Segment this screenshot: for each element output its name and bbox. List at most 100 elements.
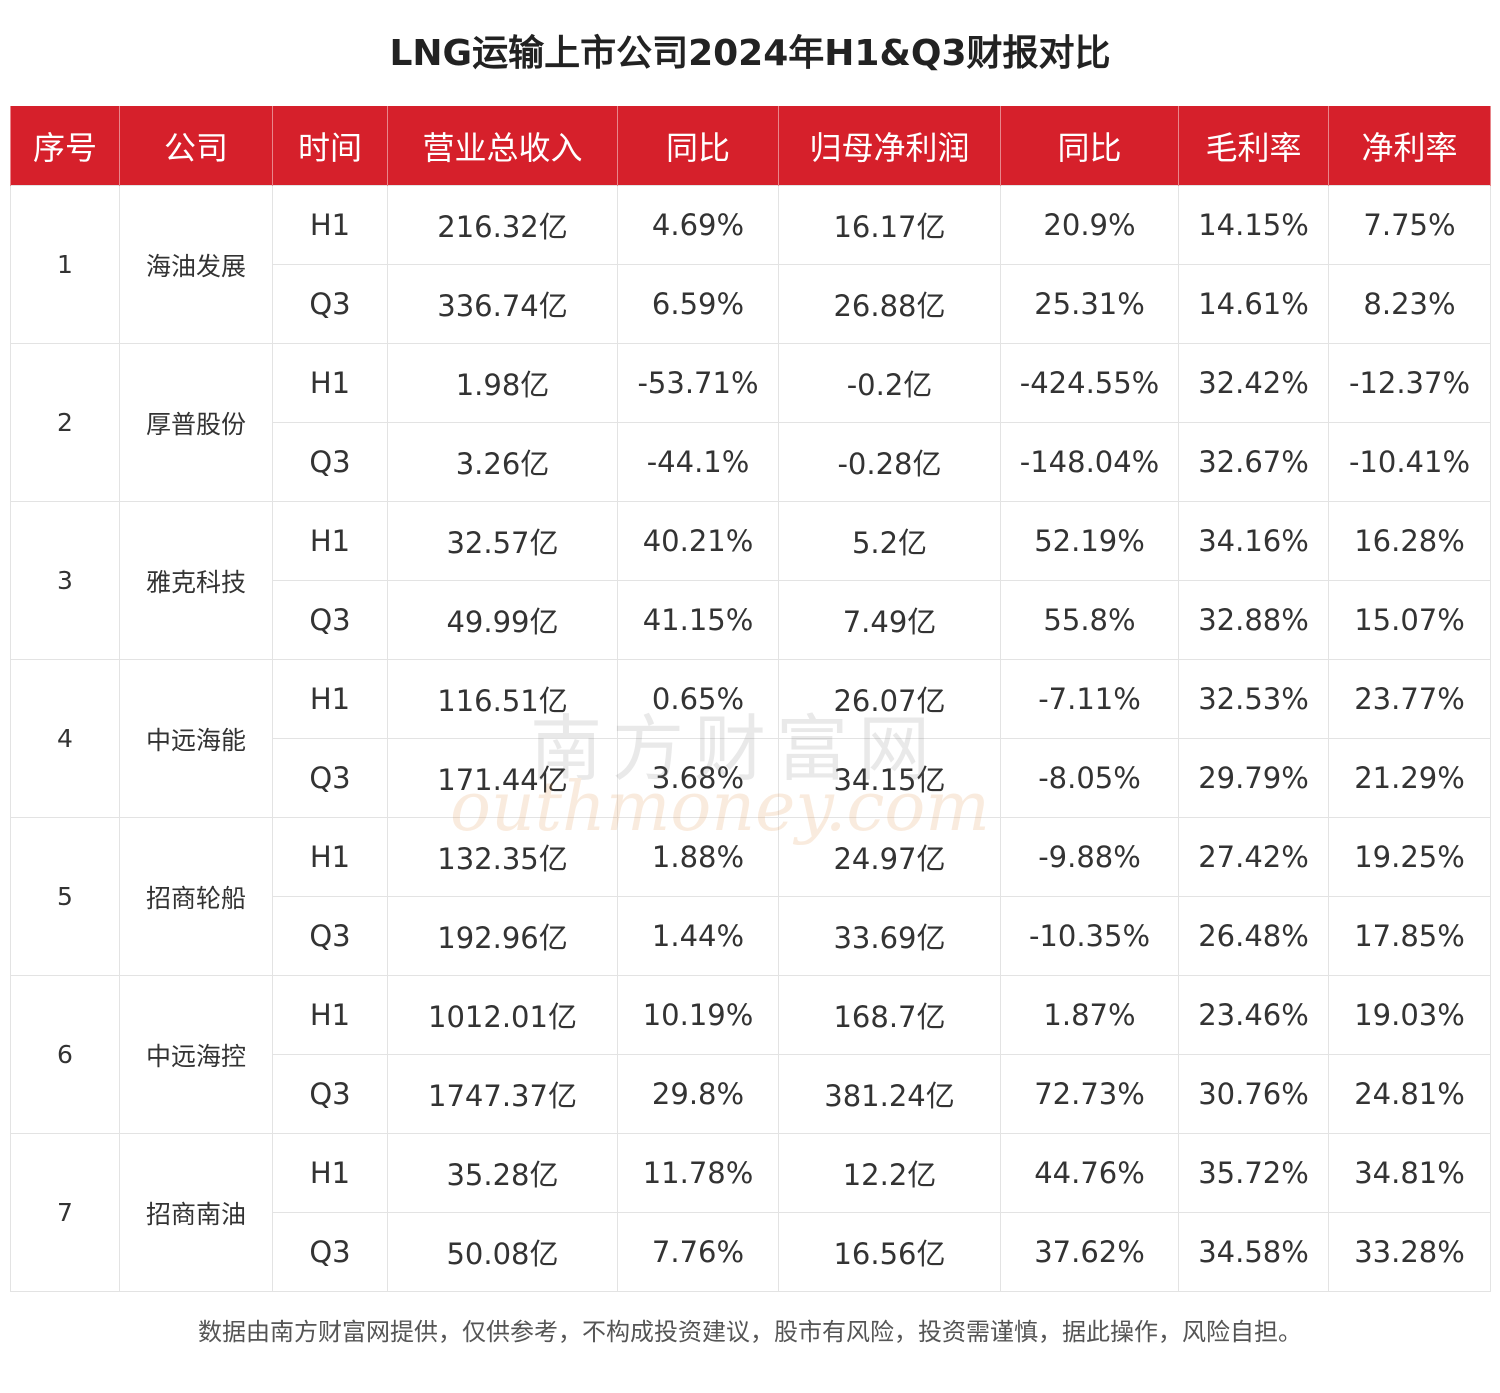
period-cell: H1 <box>272 501 388 581</box>
value-cell: 1747.37亿 <box>387 1054 618 1134</box>
value-cell: 132.35亿 <box>387 817 618 897</box>
value-cell: 19.03% <box>1328 975 1491 1055</box>
value-cell: 34.58% <box>1178 1212 1329 1292</box>
value-cell: 116.51亿 <box>387 659 618 739</box>
value-cell: 0.65% <box>617 659 779 739</box>
value-cell: 11.78% <box>617 1133 779 1213</box>
table-row: 1 海油发展 H1 216.32亿 4.69% 16.17亿 20.9% 14.15% 7.75… <box>10 185 1491 344</box>
value-cell: -7.11% <box>1000 659 1179 739</box>
index-cell: 4 <box>10 659 120 818</box>
table-row: Q3 192.96亿 1.44% 33.69亿 -10.35% 26.48% 17.85% <box>11 896 1491 976</box>
value-cell: 32.53% <box>1178 659 1329 739</box>
index-cell: 5 <box>10 817 120 976</box>
company-cell: 海油发展 <box>119 185 273 344</box>
period-cell: Q3 <box>272 580 388 660</box>
header-cell: 营业总收入 <box>387 106 618 186</box>
index-cell: 1 <box>10 185 120 344</box>
value-cell: 34.16% <box>1178 501 1329 581</box>
value-cell: -10.35% <box>1000 896 1179 976</box>
value-cell: 33.69亿 <box>778 896 1001 976</box>
table-row: 7 招商南油 H1 35.28亿 11.78% 12.2亿 44.76% 35.72% 34.8… <box>10 1133 1491 1292</box>
table-row: 2 厚普股份 H1 1.98亿 -53.71% -0.2亿 -424.55% 32.42% -1… <box>10 343 1491 502</box>
value-cell: 23.46% <box>1178 975 1329 1055</box>
value-cell: 26.48% <box>1178 896 1329 976</box>
value-cell: 15.07% <box>1328 580 1491 660</box>
value-cell: 44.76% <box>1000 1133 1179 1213</box>
financial-table: 序号 公司 时间 营业总收入 同比 归母净利润 同比 毛利率 净利率 1 海油发展… <box>10 106 1491 1292</box>
period-cell: H1 <box>272 185 388 265</box>
header-cell: 同比 <box>617 106 779 186</box>
value-cell: 26.88亿 <box>778 264 1001 344</box>
header-cell: 同比 <box>1000 106 1179 186</box>
header-cell: 净利率 <box>1328 106 1491 186</box>
value-cell: 12.2亿 <box>778 1133 1001 1213</box>
value-cell: 10.19% <box>617 975 779 1055</box>
value-cell: 19.25% <box>1328 817 1491 897</box>
table-row: Q3 50.08亿 7.76% 16.56亿 37.62% 34.58% 33.28% <box>11 1212 1491 1292</box>
company-cell: 厚普股份 <box>119 343 273 502</box>
period-cell: Q3 <box>272 422 388 502</box>
value-cell: 33.28% <box>1328 1212 1491 1292</box>
period-cell: H1 <box>272 1133 388 1213</box>
header-row: 序号 公司 时间 营业总收入 同比 归母净利润 同比 毛利率 净利率 <box>10 106 1491 186</box>
company-cell: 雅克科技 <box>119 501 273 660</box>
index-cell: 7 <box>10 1133 120 1292</box>
value-cell: 1.88% <box>617 817 779 897</box>
value-cell: 16.56亿 <box>778 1212 1001 1292</box>
header-cell: 归母净利润 <box>778 106 1001 186</box>
period-cell: H1 <box>272 343 388 423</box>
disclaimer: 数据由南方财富网提供，仅供参考，不构成投资建议，股市有风险，投资需谨慎，据此操作… <box>198 1318 1302 1346</box>
value-cell: 32.67% <box>1178 422 1329 502</box>
value-cell: 216.32亿 <box>387 185 618 265</box>
company-cell: 中远海控 <box>119 975 273 1134</box>
header-cell: 公司 <box>119 106 273 186</box>
index-cell: 6 <box>10 975 120 1134</box>
value-cell: 5.2亿 <box>778 501 1001 581</box>
period-cell: H1 <box>272 659 388 739</box>
value-cell: 25.31% <box>1000 264 1179 344</box>
value-cell: 41.15% <box>617 580 779 660</box>
value-cell: -44.1% <box>617 422 779 502</box>
value-cell: 168.7亿 <box>778 975 1001 1055</box>
value-cell: -148.04% <box>1000 422 1179 502</box>
index-cell: 3 <box>10 501 120 660</box>
period-cell: Q3 <box>272 1054 388 1134</box>
value-cell: 32.42% <box>1178 343 1329 423</box>
value-cell: 3.26亿 <box>387 422 618 502</box>
value-cell: 1012.01亿 <box>387 975 618 1055</box>
value-cell: 6.59% <box>617 264 779 344</box>
value-cell: 20.9% <box>1000 185 1179 265</box>
period-cell: Q3 <box>272 896 388 976</box>
value-cell: 23.77% <box>1328 659 1491 739</box>
company-cell: 中远海能 <box>119 659 273 818</box>
value-cell: 192.96亿 <box>387 896 618 976</box>
value-cell: -9.88% <box>1000 817 1179 897</box>
value-cell: 24.97亿 <box>778 817 1001 897</box>
value-cell: 72.73% <box>1000 1054 1179 1134</box>
value-cell: 32.57亿 <box>387 501 618 581</box>
value-cell: 52.19% <box>1000 501 1179 581</box>
value-cell: 49.99亿 <box>387 580 618 660</box>
value-cell: 16.28% <box>1328 501 1491 581</box>
index-cell: 2 <box>10 343 120 502</box>
header-cell: 毛利率 <box>1178 106 1329 186</box>
value-cell: 1.98亿 <box>387 343 618 423</box>
value-cell: 8.23% <box>1328 264 1491 344</box>
company-cell: 招商轮船 <box>119 817 273 976</box>
value-cell: 1.87% <box>1000 975 1179 1055</box>
value-cell: -8.05% <box>1000 738 1179 818</box>
value-cell: 336.74亿 <box>387 264 618 344</box>
header-cell: 序号 <box>10 106 120 186</box>
company-cell: 招商南油 <box>119 1133 273 1292</box>
value-cell: 17.85% <box>1328 896 1491 976</box>
value-cell: -0.28亿 <box>778 422 1001 502</box>
value-cell: 26.07亿 <box>778 659 1001 739</box>
value-cell: 34.15亿 <box>778 738 1001 818</box>
value-cell: 7.76% <box>617 1212 779 1292</box>
period-cell: Q3 <box>272 738 388 818</box>
value-cell: 29.79% <box>1178 738 1329 818</box>
value-cell: -0.2亿 <box>778 343 1001 423</box>
value-cell: 37.62% <box>1000 1212 1179 1292</box>
table-row: Q3 171.44亿 3.68% 34.15亿 -8.05% 29.79% 21.29% <box>11 738 1491 818</box>
table-row: Q3 49.99亿 41.15% 7.49亿 55.8% 32.88% 15.07% <box>11 580 1491 660</box>
